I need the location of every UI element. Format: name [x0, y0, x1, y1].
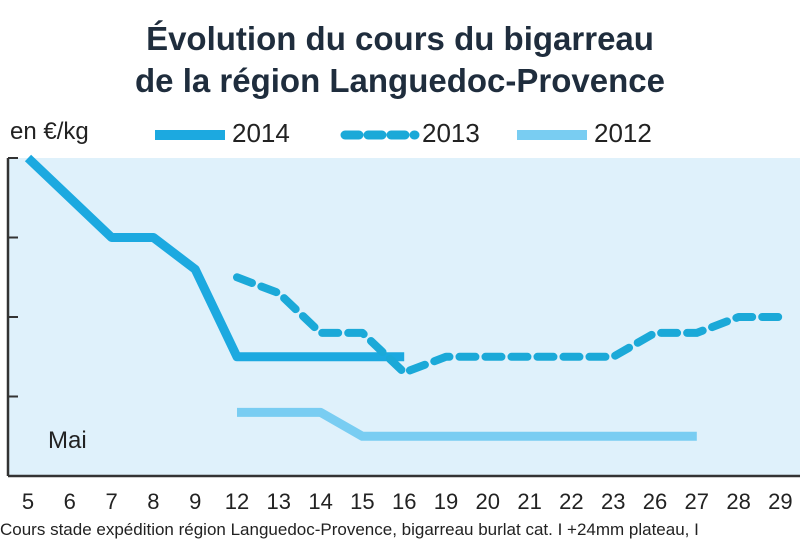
legend-swatch-2014 [155, 130, 225, 140]
legend-swatch-2012 [517, 130, 587, 140]
mai-annotation: Mai [48, 427, 87, 454]
y-axis-ticks [8, 157, 18, 398]
legend-label-2013: 2013 [422, 118, 480, 148]
x-tick-label-8: 8 [147, 489, 159, 514]
plot-background [8, 158, 800, 476]
series-line-2014 [24, 154, 405, 362]
x-tick-label-14: 14 [308, 489, 332, 514]
x-tick-label-19: 19 [434, 489, 458, 514]
x-tick-label-16: 16 [392, 489, 416, 514]
series-layer [24, 154, 785, 441]
x-tick-label-9: 9 [189, 489, 201, 514]
series-line-2012 [237, 407, 697, 441]
legend-item-2013: 2013 [340, 115, 500, 155]
chart-title-line-2: de la région Languedoc-Provence [135, 62, 665, 99]
x-tick-label-12: 12 [225, 489, 249, 514]
x-tick-label-27: 27 [685, 489, 709, 514]
x-tick-label-5: 5 [22, 489, 34, 514]
chart-footnote: Cours stade expédition région Languedoc-… [0, 520, 699, 539]
x-tick-label-23: 23 [601, 489, 625, 514]
x-tick-label-26: 26 [643, 489, 667, 514]
x-tick-label-15: 15 [350, 489, 374, 514]
x-tick-label-7: 7 [105, 489, 117, 514]
legend-item-2014: 2014 [150, 115, 310, 155]
legend-label-2014: 2014 [232, 118, 290, 148]
legend-swatch-2013 [340, 130, 420, 140]
x-tick-label-20: 20 [476, 489, 500, 514]
y-axis-unit-label: en €/kg [10, 118, 89, 145]
line-chart: 5 6 7 8 9 12 13 14 15 16 19 20 21 22 23 26 27 28 29 Mai [6, 154, 800, 514]
x-tick-label-29: 29 [768, 489, 792, 514]
chart-title-line-1: Évolution du cours du bigarreau [146, 20, 654, 57]
chart-title: Évolution du cours du bigarreau de la ré… [0, 18, 800, 102]
legend-item-2012: 2012 [512, 115, 672, 155]
x-tick-label-6: 6 [64, 489, 76, 514]
x-axis-ticks: 5 6 7 8 9 12 13 14 15 16 19 20 21 22 23 26 27 28 29 [22, 489, 793, 514]
x-tick-label-13: 13 [267, 489, 291, 514]
legend-label-2012: 2012 [594, 118, 652, 148]
series-line-2013 [233, 273, 785, 377]
x-tick-label-22: 22 [559, 489, 583, 514]
x-tick-label-21: 21 [517, 489, 541, 514]
x-tick-label-28: 28 [726, 489, 750, 514]
chart-legend: 2014 2013 2012 [0, 115, 800, 155]
